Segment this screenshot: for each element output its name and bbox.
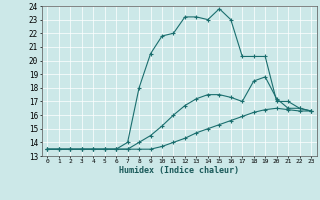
X-axis label: Humidex (Indice chaleur): Humidex (Indice chaleur)	[119, 166, 239, 175]
